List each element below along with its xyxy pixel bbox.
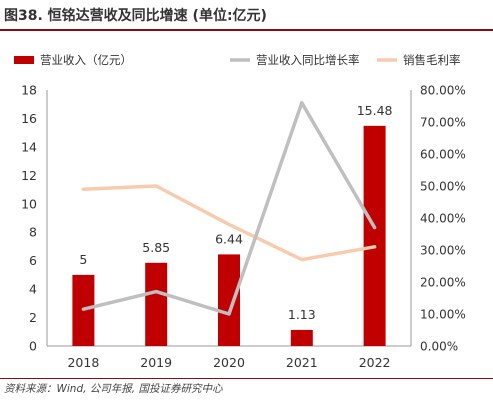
bar-value-label: 5 (79, 252, 87, 267)
x-axis: 2018 2019 2020 2021 2022 (47, 345, 411, 370)
right-axis: 0.00% 10.00% 20.00% 30.00% 40.00% 50.00% 60.00… (410, 84, 466, 354)
left-tick-label: 0 (29, 339, 37, 354)
left-tick-label: 16 (21, 111, 37, 126)
left-tick-label: 12 (21, 168, 37, 183)
revenue-bar (218, 254, 240, 346)
source-rule (0, 378, 493, 379)
right-tick-label: 70.00% (420, 116, 466, 130)
legend-label: 营业收入同比增长率 (256, 53, 360, 67)
bar-value-label: 5.85 (142, 240, 170, 255)
figure-title: 图38. 恒铭达营收及同比增速 (单位:亿元) (4, 8, 267, 24)
right-tick-label: 60.00% (420, 148, 466, 162)
legend-label: 营业收入（亿元） (40, 53, 132, 67)
left-tick-label: 14 (21, 139, 37, 154)
revenue-bar (145, 262, 168, 346)
right-tick-label: 40.00% (420, 212, 466, 226)
revenue-bars (72, 125, 386, 346)
x-tick-label: 2022 (359, 355, 391, 370)
right-tick-label: 30.00% (420, 244, 466, 258)
left-tick-label: 10 (21, 196, 37, 211)
bar-value-label: 6.44 (215, 231, 243, 246)
left-tick-label: 2 (29, 310, 37, 325)
left-tick-label: 4 (29, 282, 37, 297)
left-tick-label: 6 (29, 253, 37, 268)
bar-value-label: 1.13 (288, 307, 316, 322)
x-tick-label: 2018 (67, 355, 99, 370)
legend-swatch-revenue (14, 56, 34, 64)
x-tick-label: 2020 (213, 355, 245, 370)
chart-legend: 营业收入（亿元） 营业收入同比增长率 销售毛利率 (14, 53, 461, 67)
growth-line (81, 101, 377, 316)
bar-value-labels: 5 5.85 6.44 1.13 15.48 (79, 103, 392, 322)
rate-lines (81, 101, 377, 316)
bar-value-label: 15.48 (357, 103, 393, 118)
x-tick-label: 2021 (286, 355, 318, 370)
legend-label: 销售毛利率 (403, 53, 461, 67)
x-tick-label: 2019 (140, 355, 172, 370)
right-tick-label: 10.00% (420, 308, 466, 322)
source-note: 资料来源：Wind, 公司年报, 国投证券研究中心 (4, 383, 223, 395)
left-tick-label: 18 (21, 83, 37, 98)
margin-line (81, 184, 377, 262)
revenue-bar (363, 125, 386, 346)
left-axis: 0 2 4 6 8 10 12 14 16 18 (21, 83, 48, 354)
right-tick-label: 0.00% (420, 340, 458, 354)
right-tick-label: 80.00% (420, 84, 466, 98)
title-rule (0, 29, 493, 31)
right-tick-label: 20.00% (420, 276, 466, 290)
revenue-bar (290, 329, 313, 346)
left-tick-label: 8 (29, 225, 37, 240)
right-tick-label: 50.00% (420, 180, 466, 194)
revenue-growth-chart: 营业收入（亿元） 营业收入同比增长率 销售毛利率 0 2 4 6 8 10 12 14 16 18 0… (14, 53, 466, 370)
